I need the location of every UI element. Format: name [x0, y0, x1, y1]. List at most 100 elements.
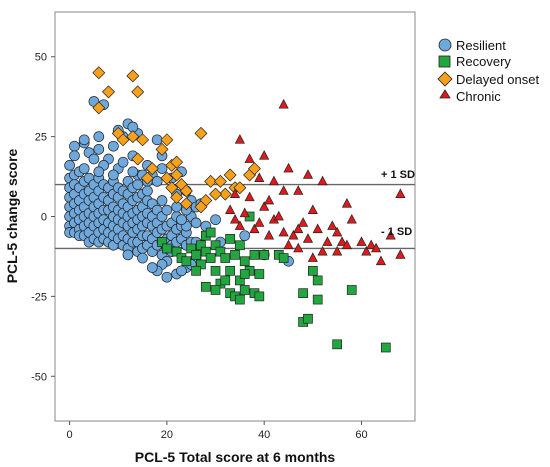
chronic-point: [288, 229, 299, 240]
chronic-point: [254, 217, 265, 227]
y-tick-label: 0: [41, 212, 47, 224]
delayed-onset-point: [213, 174, 227, 188]
recovery-point: [171, 246, 182, 257]
delayed-onset-point: [126, 130, 140, 144]
recovery-point: [205, 227, 216, 238]
legend-background: [432, 33, 550, 106]
recovery-point: [225, 265, 235, 276]
plus-1-sd-label: + 1 SD: [381, 169, 415, 181]
chronic-point: [327, 220, 338, 230]
chronic-point: [244, 191, 255, 202]
recovery-point: [332, 339, 343, 350]
chronic-point: [307, 204, 318, 214]
recovery-point: [196, 240, 206, 251]
chronic-point: [259, 201, 270, 211]
y-tick-label: 50: [35, 52, 47, 64]
recovery-point: [278, 253, 289, 263]
chronic-point: [229, 213, 241, 224]
chronic-point: [341, 197, 352, 208]
chronic-point: [259, 150, 270, 160]
chronic-point: [375, 255, 387, 266]
recovery-point: [157, 237, 167, 247]
chronic-point: [278, 185, 289, 195]
recovery-point: [205, 253, 216, 263]
y-axis-title: PCL-5 change score: [4, 148, 20, 283]
recovery-point: [186, 243, 197, 254]
chronic-point: [278, 226, 289, 237]
delayed-onset-point: [145, 162, 159, 176]
recovery-point: [249, 249, 260, 260]
resilient-point: [156, 195, 168, 206]
recovery-point: [191, 265, 201, 276]
chronic-point: [370, 242, 382, 253]
recovery-point: [220, 253, 231, 263]
chronic-point: [346, 213, 357, 224]
recovery-point: [239, 285, 250, 295]
recovery-point: [239, 256, 250, 267]
delayed-onset-point: [179, 197, 193, 211]
resilient-point: [210, 214, 221, 226]
recovery-point: [254, 269, 265, 279]
recovery-point: [239, 269, 250, 279]
delayed-onset-point: [131, 85, 145, 99]
delayed-onset-point: [116, 133, 130, 147]
chronic-point: [229, 188, 241, 198]
recovery-point: [307, 265, 318, 276]
delayed-onset-point: [223, 168, 237, 182]
chronic-point: [361, 245, 372, 256]
legend-marker-delayed-onset: [437, 71, 453, 87]
chronic-point: [298, 217, 309, 227]
recovery-point: [235, 240, 245, 251]
recovery-point: [230, 249, 240, 260]
delayed-onset-point: [155, 142, 169, 156]
resilient-point: [176, 214, 187, 226]
recovery-point: [210, 285, 221, 295]
delayed-onset-point: [131, 152, 145, 166]
delayed-onset-point: [233, 181, 247, 195]
recovery-point: [380, 342, 391, 353]
recovery-point: [191, 249, 201, 260]
legend-marker-chronic: [439, 89, 451, 99]
resilient-point: [64, 160, 75, 171]
resilient-point: [69, 150, 80, 162]
resilient-point: [78, 134, 90, 146]
resilient-point: [93, 144, 105, 155]
resilient-point: [137, 252, 148, 264]
chronic-point: [356, 236, 367, 246]
resilient-point: [93, 166, 105, 178]
axes: 0 20 40 60 -50 -25 0 25 50: [31, 52, 368, 441]
y-tick-label: -25: [31, 291, 47, 303]
recovery-point: [215, 246, 226, 257]
recovery-point: [303, 313, 313, 324]
y-tick-label: -50: [31, 371, 47, 383]
delayed-onset-point: [170, 190, 184, 204]
delayed-onset-point: [160, 171, 174, 185]
legend-marker-resilient: [438, 38, 452, 52]
resilient-point: [132, 179, 144, 190]
chronic-point: [293, 223, 304, 234]
x-tick-label: 20: [161, 429, 173, 441]
chronic-point: [336, 236, 348, 246]
chronic-point: [395, 188, 406, 198]
recovery-point: [196, 259, 206, 270]
chronic-point: [395, 249, 406, 259]
legend-label-delayed-onset: Delayed onset: [456, 72, 539, 87]
recovery-point: [298, 288, 308, 299]
chronic-point: [332, 226, 343, 237]
legend: Resilient Recovery Delayed onset Chronic: [432, 33, 550, 106]
recovery-point: [200, 281, 211, 292]
chronic-point: [225, 204, 236, 214]
chronic-point: [302, 169, 314, 179]
chronic-point: [302, 233, 314, 243]
chronic-point: [273, 210, 284, 221]
chronic-point: [254, 172, 265, 183]
recovery-point: [162, 243, 172, 254]
delayed-onset-point: [204, 174, 218, 188]
legend-label-chronic: Chronic: [456, 89, 501, 104]
resilient-point: [69, 140, 80, 152]
x-axis-title: PCL-5 Total score at 6 months: [135, 449, 336, 465]
recovery-point: [235, 275, 245, 286]
resilient-point: [108, 140, 119, 152]
chronic-point: [322, 236, 333, 246]
